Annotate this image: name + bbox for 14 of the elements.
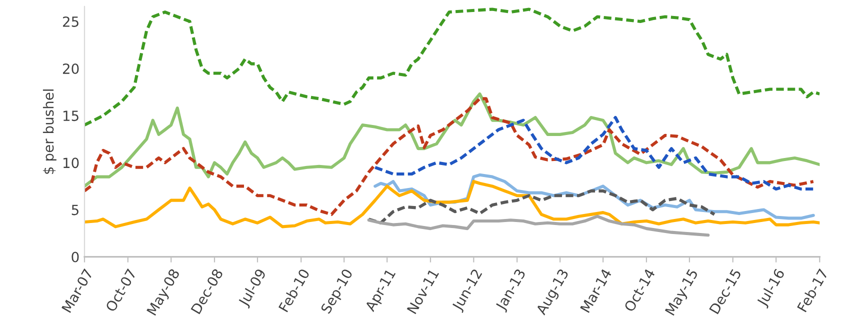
y-tick-label: 25 [62, 16, 78, 27]
y-tick-label: 5 [72, 204, 78, 216]
line-series [84, 8, 820, 127]
line-series [84, 180, 820, 228]
y-axis-title: $ per bushel [42, 90, 56, 174]
line-series [84, 97, 815, 216]
y-tick-label: 0 [72, 252, 79, 262]
line-series [367, 189, 716, 224]
line-series [367, 214, 710, 237]
line-series [84, 92, 820, 188]
y-tick-label: 10 [63, 158, 79, 168]
line-series [374, 116, 815, 191]
y-tick-label: 15 [63, 110, 78, 122]
y-tick-label: 20 [62, 64, 79, 74]
